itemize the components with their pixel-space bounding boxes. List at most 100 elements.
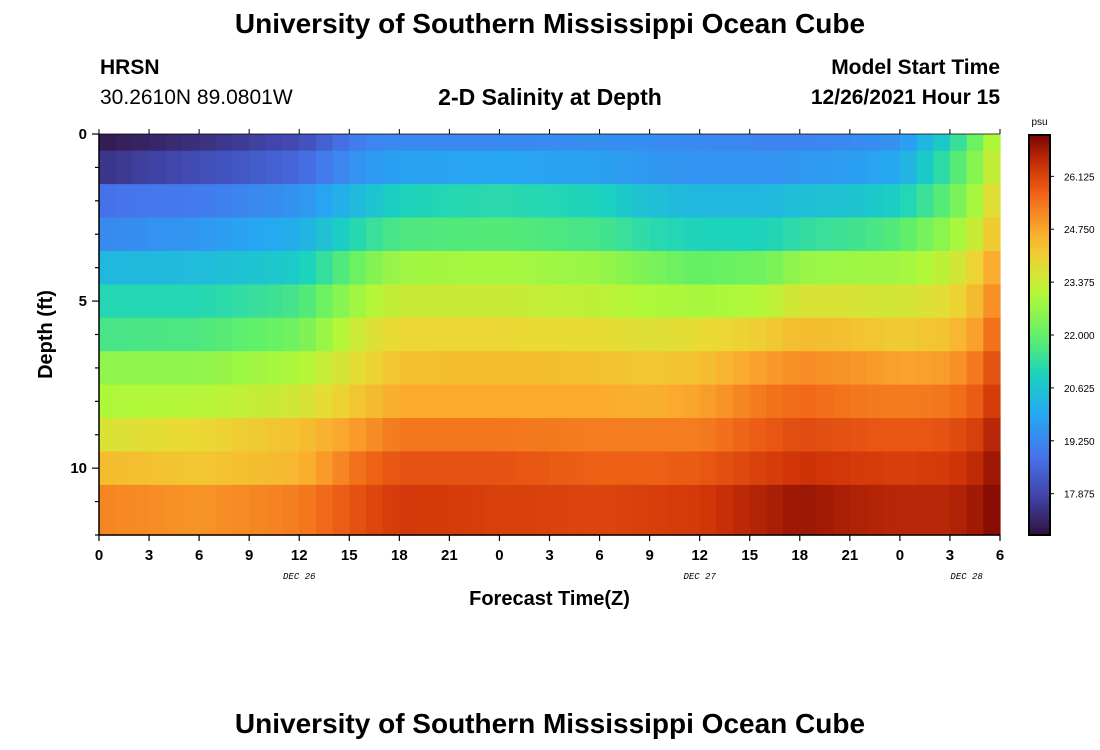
heatmap-cell	[833, 250, 851, 285]
heatmap-cell	[883, 184, 901, 219]
x-tick-label: 6	[195, 547, 203, 564]
heatmap-cell	[365, 134, 384, 152]
heatmap-cell	[766, 250, 784, 285]
heatmap-cell	[716, 451, 734, 486]
heatmap-cell	[632, 317, 651, 352]
heatmap-cell	[799, 351, 818, 386]
colorbar-tick-label: 24.750	[1064, 225, 1095, 236]
heatmap-cell	[499, 184, 517, 219]
heatmap-cell	[816, 217, 834, 252]
heatmap-cell	[482, 184, 501, 219]
heatmap-cell	[432, 418, 450, 453]
heatmap-cell	[182, 484, 200, 536]
heatmap-cell	[416, 250, 434, 285]
heatmap-cell	[916, 217, 934, 252]
heatmap-cell	[199, 451, 217, 486]
heatmap-cell	[299, 150, 317, 185]
x-tick-label: 0	[495, 547, 503, 564]
heatmap-cell	[849, 150, 868, 185]
heatmap-cell	[749, 418, 768, 453]
heatmap-cell	[599, 217, 617, 252]
heatmap-cell	[382, 184, 400, 219]
heatmap-cell	[466, 150, 484, 185]
model-start-time: 12/26/2021 Hour 15	[810, 86, 1000, 109]
heatmap-cell	[132, 150, 150, 185]
heatmap-cell	[449, 484, 467, 536]
heatmap-cell	[566, 317, 584, 352]
heatmap-cell	[833, 351, 851, 386]
heatmap-cell	[833, 134, 851, 152]
heatmap-cell	[899, 484, 918, 536]
heatmap-cell	[749, 184, 768, 219]
x-tick-label: 3	[545, 547, 553, 564]
heatmap-cell	[549, 418, 567, 453]
heatmap-cell	[649, 418, 667, 453]
heatmap-cell	[466, 217, 484, 252]
heatmap-cell	[332, 284, 350, 319]
heatmap-cell	[382, 384, 400, 419]
heatmap-cell	[949, 250, 968, 285]
heatmap-cell	[232, 451, 250, 486]
heatmap-cell	[866, 150, 884, 185]
heatmap-cell	[632, 351, 651, 386]
heatmap-cell	[365, 451, 384, 486]
heatmap-cell	[499, 150, 517, 185]
heatmap-cell	[616, 451, 634, 486]
heatmap-cell	[983, 317, 1001, 352]
heatmap-cell	[115, 451, 133, 486]
heatmap-cell	[315, 418, 334, 453]
x-date-label: DEC 27	[683, 572, 716, 582]
heatmap-cell	[199, 284, 217, 319]
colorbar-tick-label: 20.625	[1064, 384, 1095, 395]
heatmap-cell	[199, 134, 217, 152]
heatmap-cell	[916, 317, 934, 352]
x-tick-label: 21	[441, 547, 458, 564]
heatmap-cell	[99, 184, 117, 219]
heatmap-cell	[899, 250, 918, 285]
heatmap-cell	[749, 317, 768, 352]
heatmap-cell	[833, 217, 851, 252]
heatmap-cell	[549, 484, 567, 536]
heatmap-cell	[182, 150, 200, 185]
heatmap-cell	[99, 351, 117, 386]
heatmap-cell	[449, 351, 467, 386]
heatmap-cell	[699, 351, 717, 386]
heatmap-cell	[349, 250, 367, 285]
heatmap-cell	[332, 384, 350, 419]
heatmap-cell	[466, 384, 484, 419]
heatmap-cell	[449, 150, 467, 185]
heatmap-cell	[833, 451, 851, 486]
heatmap-cell	[716, 484, 734, 536]
heatmap-cell	[466, 134, 484, 152]
heatmap-cell	[549, 384, 567, 419]
heatmap-cell	[949, 351, 968, 386]
heatmap-cell	[966, 484, 984, 536]
heatmap-cell	[532, 250, 551, 285]
heatmap-cell	[516, 384, 534, 419]
heatmap-cell	[132, 134, 150, 152]
heatmap-cell	[766, 134, 784, 152]
heatmap-cell	[616, 484, 634, 536]
heatmap-cell	[516, 284, 534, 319]
heatmap-cell	[282, 418, 300, 453]
heatmap-cell	[766, 418, 784, 453]
heatmap-cell	[282, 451, 300, 486]
heatmap-cell	[99, 134, 117, 152]
heatmap-cell	[132, 384, 150, 419]
heatmap-cell	[215, 184, 234, 219]
heatmap-cell	[315, 284, 334, 319]
heatmap-cell	[949, 317, 968, 352]
heatmap-cell	[682, 418, 701, 453]
heatmap-cell	[315, 134, 334, 152]
heatmap-cell	[499, 284, 517, 319]
heatmap-cell	[966, 351, 984, 386]
heatmap-cell	[666, 451, 684, 486]
heatmap-cell	[382, 484, 400, 536]
heatmap-cell	[432, 134, 450, 152]
heatmap-cell	[649, 250, 667, 285]
heatmap-cell	[816, 484, 834, 536]
heatmap-cell	[666, 351, 684, 386]
heatmap-cell	[399, 217, 417, 252]
heatmap-cell	[382, 351, 400, 386]
heatmap-cell	[349, 451, 367, 486]
